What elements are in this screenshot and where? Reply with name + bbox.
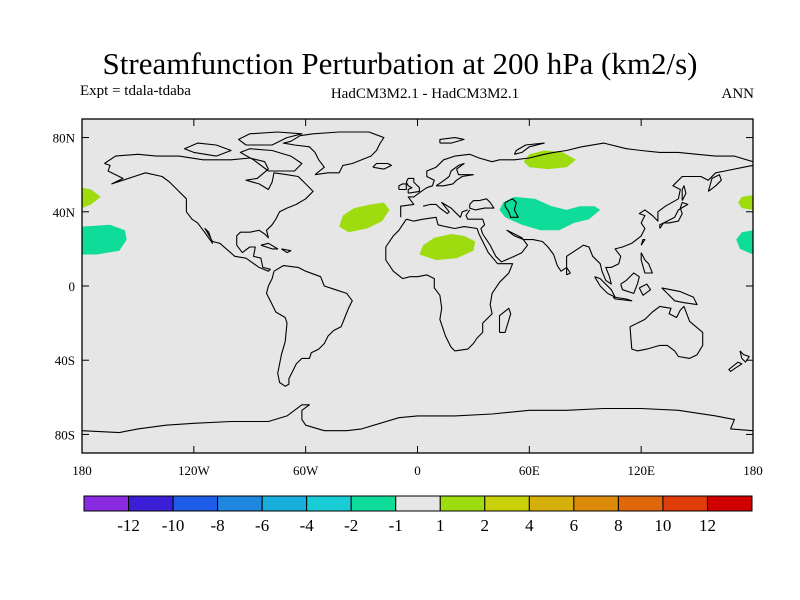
colorbar-label: -2 bbox=[344, 516, 358, 535]
lon-tick-label: 60E bbox=[519, 463, 540, 478]
colorbar-swatch bbox=[261, 495, 308, 512]
lat-tick-label: 0 bbox=[69, 279, 76, 294]
asia-south-coast bbox=[465, 164, 753, 285]
colorbar-swatch bbox=[528, 495, 575, 512]
africa-coast bbox=[385, 216, 514, 352]
ellesmere-coast bbox=[238, 131, 303, 146]
iceland-coast bbox=[372, 162, 392, 170]
great-britain-coast bbox=[405, 177, 420, 194]
pos-anomaly-north-pacific-east bbox=[82, 187, 101, 209]
baltic-coast bbox=[435, 162, 474, 187]
colorbar-label: 2 bbox=[481, 516, 490, 535]
colorbar-swatch bbox=[439, 495, 486, 512]
colorbar-label: -8 bbox=[211, 516, 225, 535]
kalimantan-islands-coast bbox=[638, 283, 652, 296]
eurasia-coast bbox=[400, 142, 753, 218]
madagascar-coast bbox=[498, 307, 512, 333]
australia-coast bbox=[629, 305, 704, 359]
colorbar: -12 -10 -8 -6 -4 -2 -1 1 2 4 6 8 10 12 bbox=[83, 495, 753, 535]
colorbar-swatch bbox=[395, 495, 441, 512]
colorbar-swatch bbox=[706, 495, 753, 512]
neg-anomaly-west-pacific bbox=[736, 230, 753, 255]
sri-lanka-coast bbox=[566, 266, 571, 276]
colorbar-label: 6 bbox=[570, 516, 579, 535]
model-comparison-label: HadCM3M2.1 - HadCM3M2.1 bbox=[330, 86, 520, 102]
colorbar-swatch bbox=[484, 495, 530, 512]
colorbar-swatch bbox=[83, 495, 130, 512]
colorbar-label: -1 bbox=[389, 516, 403, 535]
lon-tick-label: 120E bbox=[627, 463, 655, 478]
colorbar-label: -6 bbox=[255, 516, 269, 535]
pos-anomaly-north-pacific-west bbox=[738, 195, 753, 210]
coastlines bbox=[82, 131, 753, 434]
lon-tick-label: 0 bbox=[414, 463, 421, 478]
colorbar-swatch bbox=[573, 495, 619, 512]
colorbar-swatch bbox=[662, 495, 708, 512]
colorbar-swatch bbox=[350, 495, 397, 512]
philippines-coast bbox=[640, 252, 653, 274]
anomaly-layer bbox=[82, 150, 753, 260]
map-axes: 80N 40N 0 40S 80S 180 120W 60W 0 60E 120E 180 bbox=[53, 119, 763, 478]
novaya-zemlya-coast bbox=[513, 142, 545, 155]
colorbar-swatch bbox=[306, 495, 352, 512]
lat-tick-label: 40S bbox=[55, 353, 75, 368]
hudson-islands-coast bbox=[239, 148, 303, 172]
arctic-islands-coast bbox=[183, 142, 232, 157]
season-label: ANN bbox=[721, 86, 755, 102]
colorbar-swatch bbox=[217, 495, 263, 512]
new-zealand-north-coast bbox=[739, 350, 750, 363]
europe-med-coast bbox=[422, 201, 468, 218]
colorbar-swatch bbox=[172, 495, 219, 512]
java-coast bbox=[612, 296, 633, 302]
antarctica-coast bbox=[82, 404, 753, 434]
lat-tick-label: 80N bbox=[53, 131, 76, 146]
lat-tick-label: 40N bbox=[53, 205, 76, 220]
pos-anomaly-sahara bbox=[419, 234, 476, 260]
lat-tick-label: 80S bbox=[55, 427, 75, 442]
lon-tick-label: 180 bbox=[743, 463, 763, 478]
south-america-coast bbox=[265, 265, 353, 387]
new-zealand-south-coast bbox=[728, 361, 743, 372]
ireland-coast bbox=[398, 183, 407, 191]
plot-title: Streamfunction Perturbation at 200 hPa (… bbox=[102, 46, 698, 81]
greenland-coast bbox=[282, 131, 385, 176]
colorbar-label: -4 bbox=[300, 516, 315, 535]
taiwan-coast bbox=[640, 239, 646, 246]
neg-anomaly-east-pacific bbox=[82, 224, 127, 255]
kamchatka-coast bbox=[707, 174, 722, 192]
caribbean-islands-coast bbox=[281, 248, 292, 254]
black-sea-coast bbox=[469, 198, 495, 211]
cuba-coast bbox=[260, 242, 279, 250]
lon-tick-label: 120W bbox=[178, 463, 211, 478]
colorbar-label: 10 bbox=[654, 516, 671, 535]
lon-tick-label: 60W bbox=[293, 463, 319, 478]
colorbar-label: 8 bbox=[614, 516, 623, 535]
colorbar-label: 4 bbox=[525, 516, 534, 535]
experiment-label: Expt = tdala-tdaba bbox=[80, 83, 191, 99]
pos-anomaly-north-atlantic bbox=[339, 202, 390, 233]
sakhalin-coast bbox=[681, 185, 687, 201]
map-background bbox=[82, 119, 753, 453]
japan-coast bbox=[659, 201, 689, 229]
colorbar-label: 12 bbox=[699, 516, 716, 535]
colorbar-label: -12 bbox=[117, 516, 140, 535]
colorbar-swatch bbox=[617, 495, 664, 512]
colorbar-label: 1 bbox=[436, 516, 445, 535]
svalbard-coast bbox=[439, 137, 465, 144]
caspian-coast bbox=[504, 198, 519, 218]
north-america-coast bbox=[104, 153, 314, 272]
neg-anomaly-central-asia bbox=[499, 196, 601, 231]
colorbar-swatch bbox=[128, 495, 174, 512]
pos-anomaly-siberia bbox=[523, 150, 576, 170]
colorbar-label: -10 bbox=[162, 516, 185, 535]
new-guinea-coast bbox=[661, 287, 698, 306]
lon-tick-label: 180 bbox=[72, 463, 92, 478]
borneo-coast bbox=[620, 272, 640, 294]
